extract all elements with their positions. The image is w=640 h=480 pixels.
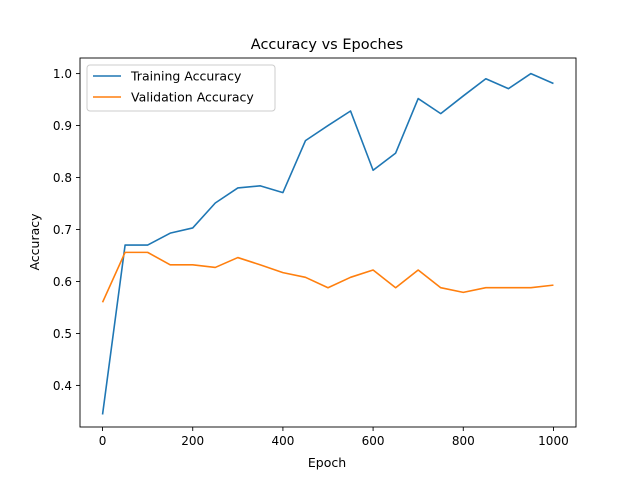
legend: Training Accuracy Validation Accuracy [86,64,276,112]
legend-label: Validation Accuracy [131,90,254,105]
y-tick-label: 0.9 [53,119,72,133]
x-tick-label: 0 [99,434,107,448]
series-line-0 [101,72,554,415]
y-tick-label: 0.8 [53,171,72,185]
x-tick-label: 200 [181,434,204,448]
x-tick-label: 800 [452,434,475,448]
y-axis-label: Accuracy [27,213,42,271]
x-tick-label: 400 [271,434,294,448]
series-lines [101,72,554,415]
y-tick-label: 0.5 [53,327,72,341]
x-tick-label: 1000 [538,434,569,448]
legend-box [86,64,276,112]
legend-label: Training Accuracy [130,69,242,84]
x-tick-label: 600 [362,434,385,448]
y-tick-label: 0.4 [53,379,72,393]
series-line-1 [101,251,554,303]
plot-frame [79,57,577,428]
y-tick-label: 0.6 [53,275,72,289]
ticks: 0 200 400 600 800 1000 0.4 0.5 0.6 0.7 0.8 0.9 1.0 [53,67,569,448]
y-tick-label: 1.0 [53,67,72,81]
chart-title: Accuracy vs Epoches [251,37,403,53]
x-axis-label: Epoch [308,455,346,470]
axes [79,57,577,428]
y-tick-label: 0.7 [53,223,72,237]
